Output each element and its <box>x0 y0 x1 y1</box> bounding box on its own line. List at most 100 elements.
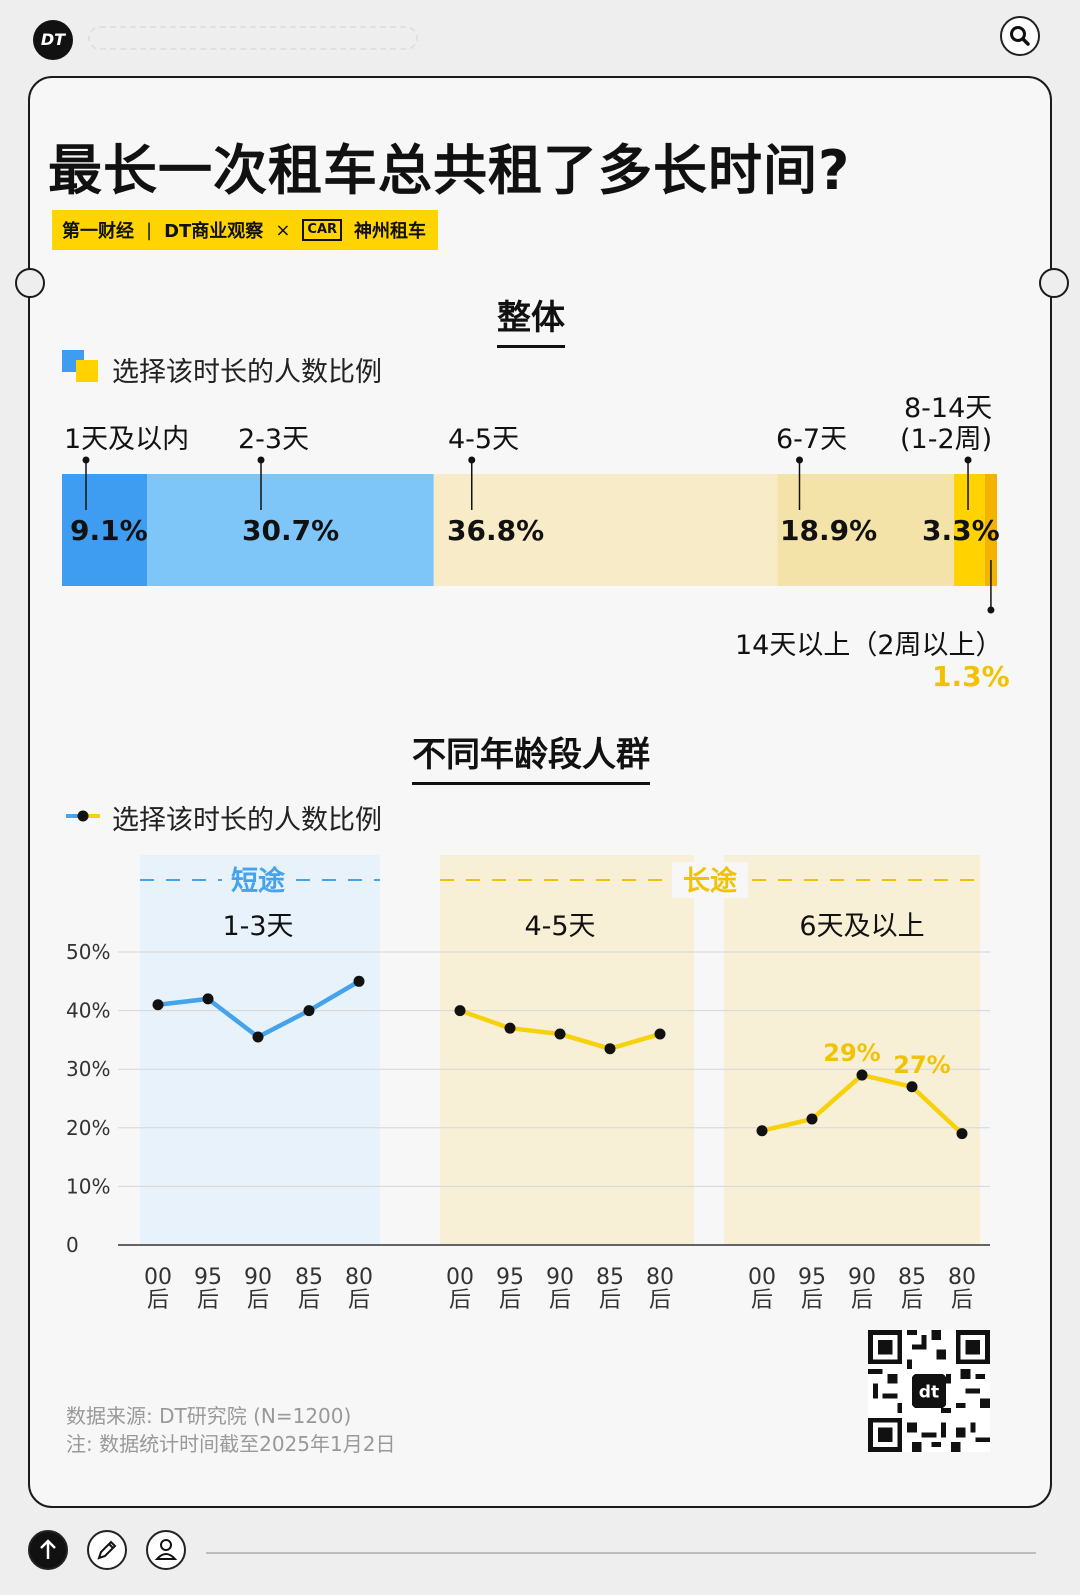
x-tick-label-top: 90 <box>848 1265 876 1290</box>
data-point <box>806 1113 818 1125</box>
x-tick-label-bottom: 后 <box>247 1288 269 1313</box>
cat-label-5b: (1-2周) <box>900 424 993 455</box>
value-label-4: 18.9% <box>780 514 878 547</box>
user-icon <box>154 1539 178 1560</box>
value-label-5: 3.3% <box>922 514 1000 547</box>
arrow-up-icon <box>40 1539 56 1559</box>
brand-x: × <box>275 219 291 241</box>
bar-segment-5 <box>954 474 985 586</box>
group-band-1 <box>140 855 380 1245</box>
value-label-6: 1.3% <box>932 660 1010 693</box>
data-point <box>956 1128 968 1140</box>
y-tick-label: 50% <box>66 940 110 964</box>
x-tick-label-bottom: 后 <box>599 1288 621 1313</box>
bottom-bar <box>0 1508 1080 1595</box>
data-point <box>353 975 365 987</box>
cat-label-1: 1天及以内 <box>64 424 190 455</box>
qr-code[interactable]: dt <box>868 1330 990 1452</box>
bar-segment-2 <box>147 474 434 586</box>
x-tick-label-bottom: 后 <box>851 1288 873 1313</box>
short-trip-label: 短途 <box>231 865 286 897</box>
data-point <box>906 1081 918 1093</box>
pointer-dot-3 <box>468 456 476 464</box>
top-bar: DT <box>0 0 1080 76</box>
x-tick-label-top: 85 <box>295 1265 323 1290</box>
data-source: 数据来源: DT研究院 (N=1200) <box>66 1404 352 1428</box>
short-trip-label-bg <box>222 862 294 898</box>
long-trip-label: 长途 <box>683 865 738 897</box>
brand-shenzhou: 神州租车 <box>354 221 427 242</box>
long-trip-label-bg <box>672 862 748 898</box>
edit-button[interactable] <box>87 1530 127 1570</box>
data-point <box>252 1031 264 1043</box>
group-label-1: 1-3天 <box>222 911 293 942</box>
x-tick-label-bottom: 后 <box>449 1288 471 1313</box>
page-title: 最长一次租车总共租了多长时间? <box>48 139 851 202</box>
search-button[interactable] <box>1000 16 1040 56</box>
data-note: 注: 数据统计时间截至2025年1月2日 <box>66 1432 396 1456</box>
age-line-chart: 010%20%30%40%50%短途 长途1-3天00后95后90后85后80后4… <box>66 855 990 1313</box>
legend-label-age: 选择该时长的人数比例 <box>112 805 382 836</box>
cat-label-2: 2-3天 <box>238 424 310 455</box>
overall-stacked-bar-chart <box>62 456 997 614</box>
section-title-overall: 整体 <box>497 290 565 348</box>
cat-label-3: 4-5天 <box>448 424 520 455</box>
brand-yicai: 第一财经 <box>62 221 134 242</box>
group-label-3: 6天及以上 <box>799 911 924 942</box>
y-tick-label: 30% <box>66 1057 110 1081</box>
y-tick-label: 40% <box>66 999 110 1023</box>
x-tick-label-top: 90 <box>244 1265 272 1290</box>
x-tick-label-top: 85 <box>898 1265 926 1290</box>
address-bar[interactable] <box>88 26 418 50</box>
search-icon <box>1010 26 1030 46</box>
cat-label-5a: 8-14天 <box>904 393 993 424</box>
bar-segment-3 <box>433 474 778 586</box>
x-tick-label-bottom: 后 <box>348 1288 370 1313</box>
data-point <box>554 1028 566 1040</box>
pointer-dot-4 <box>795 456 803 464</box>
card-notch-left <box>15 268 45 298</box>
pointer-dot-2 <box>257 456 265 464</box>
legend-swatch-line <box>66 810 100 822</box>
value-label-1: 9.1% <box>70 514 148 547</box>
x-tick-label-top: 95 <box>798 1265 826 1290</box>
x-tick-label-bottom: 后 <box>197 1288 219 1313</box>
pointer-dot-5 <box>964 456 972 464</box>
y-tick-label: 10% <box>66 1174 110 1198</box>
profile-button[interactable] <box>146 1530 186 1570</box>
x-tick-label-top: 80 <box>948 1265 976 1290</box>
legend-swatch-squares <box>62 350 98 382</box>
data-point <box>604 1043 616 1055</box>
group-band-2 <box>440 855 694 1245</box>
x-tick-label-bottom: 后 <box>549 1288 571 1313</box>
brand-dt: DT商业观察 <box>164 221 264 242</box>
bar-segment-6 <box>984 474 997 586</box>
annotation-29: 29% <box>823 1039 880 1067</box>
card-notch-right <box>1039 268 1069 298</box>
bar-segment-1 <box>62 474 147 586</box>
x-tick-label-bottom: 后 <box>499 1288 521 1313</box>
dt-logo[interactable]: DT <box>33 20 73 60</box>
x-tick-label-top: 95 <box>496 1265 524 1290</box>
data-point <box>504 1022 516 1034</box>
x-tick-label-bottom: 后 <box>951 1288 973 1313</box>
x-tick-label-bottom: 后 <box>751 1288 773 1313</box>
x-tick-label-bottom: 后 <box>298 1288 320 1313</box>
x-tick-label-bottom: 后 <box>147 1288 169 1313</box>
cat-label-4: 6-7天 <box>776 424 848 455</box>
x-tick-label-top: 95 <box>194 1265 222 1290</box>
data-point <box>654 1028 666 1040</box>
x-tick-label-bottom: 后 <box>649 1288 671 1313</box>
svg-text:dt: dt <box>919 1382 939 1402</box>
pencil-icon <box>97 1540 117 1560</box>
data-point <box>454 1005 466 1017</box>
brand-strip: 第一财经 | DT商业观察 × CAR 神州租车 <box>52 210 438 250</box>
section-title-age: 不同年龄段人群 <box>412 727 650 785</box>
x-tick-label-bottom: 后 <box>801 1288 823 1313</box>
bottom-divider <box>206 1552 1036 1554</box>
cat-label-6: 14天以上（2周以上） <box>735 630 1003 661</box>
x-tick-label-top: 00 <box>144 1265 172 1290</box>
scroll-top-button[interactable] <box>28 1530 68 1570</box>
data-point <box>856 1069 868 1081</box>
x-tick-label-top: 85 <box>596 1265 624 1290</box>
